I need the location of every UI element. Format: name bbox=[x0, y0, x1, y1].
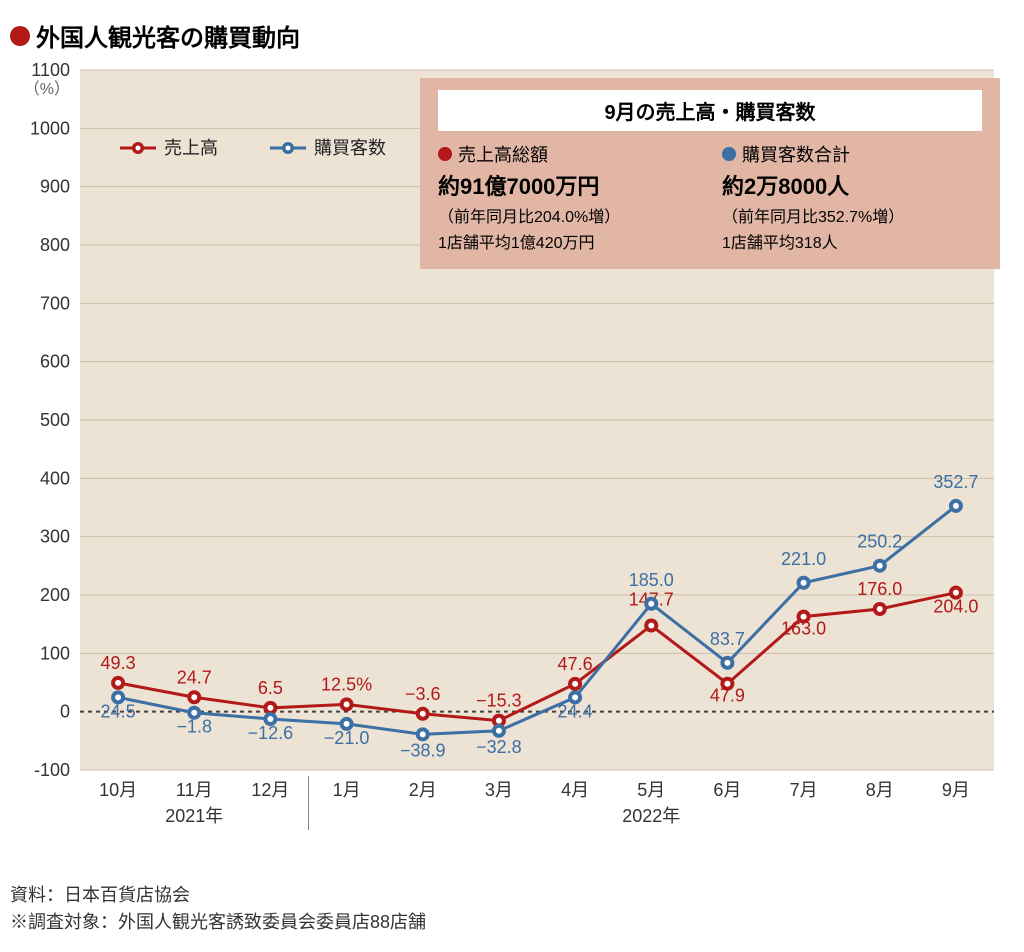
svg-text:24.4: 24.4 bbox=[558, 701, 593, 721]
callout-title: 9月の売上高・購買客数 bbox=[438, 90, 982, 131]
callout-big-sales: 約91億7000万円 bbox=[438, 169, 698, 201]
svg-text:47.9: 47.9 bbox=[710, 686, 745, 706]
callout-big-customers: 約2万8000人 bbox=[722, 169, 982, 201]
callout-sub2-sales: 1店舗平均1億420万円 bbox=[438, 229, 698, 253]
svg-text:24.7: 24.7 bbox=[177, 667, 212, 687]
svg-text:11月: 11月 bbox=[176, 780, 213, 800]
svg-text:800: 800 bbox=[40, 235, 70, 255]
svg-text:47.6: 47.6 bbox=[558, 654, 593, 674]
callout-head-customers: 購買客数合計 bbox=[722, 141, 982, 167]
svg-text:400: 400 bbox=[40, 468, 70, 488]
callout-col-sales: 売上高総額 約91億7000万円 （前年同月比204.0%増） 1店舗平均1億4… bbox=[438, 141, 698, 253]
svg-text:1000: 1000 bbox=[30, 118, 70, 138]
svg-text:9月: 9月 bbox=[942, 780, 970, 800]
callout-sub2-customers: 1店舗平均318人 bbox=[722, 229, 982, 253]
svg-text:6.5: 6.5 bbox=[258, 678, 283, 698]
title-bullet-icon bbox=[10, 26, 30, 46]
svg-text:0: 0 bbox=[60, 702, 70, 722]
footer-note: ※調査対象：外国人観光客誘致委員会委員店88店舗 bbox=[10, 909, 426, 936]
svg-text:−21.0: −21.0 bbox=[324, 728, 370, 748]
svg-text:−15.3: −15.3 bbox=[476, 691, 522, 711]
svg-text:900: 900 bbox=[40, 177, 70, 197]
svg-text:5月: 5月 bbox=[637, 780, 665, 800]
callout-col-customers: 購買客数合計 約2万8000人 （前年同月比352.7%増） 1店舗平均318人 bbox=[722, 141, 982, 253]
svg-text:185.0: 185.0 bbox=[629, 570, 674, 590]
callout-columns: 売上高総額 約91億7000万円 （前年同月比204.0%増） 1店舗平均1億4… bbox=[438, 141, 982, 253]
svg-text:購買客数: 購買客数 bbox=[314, 138, 386, 158]
svg-text:100: 100 bbox=[40, 643, 70, 663]
svg-text:3月: 3月 bbox=[485, 780, 513, 800]
svg-text:700: 700 bbox=[40, 293, 70, 313]
svg-text:250.2: 250.2 bbox=[857, 532, 902, 552]
callout-head-customers-label: 購買客数合計 bbox=[742, 141, 850, 167]
svg-text:300: 300 bbox=[40, 527, 70, 547]
svg-text:2月: 2月 bbox=[409, 780, 437, 800]
svg-text:1100: 1100 bbox=[31, 60, 70, 80]
callout-sub1-customers: （前年同月比352.7%増） bbox=[722, 203, 982, 227]
source-footer: 資料：日本百貨店協会 ※調査対象：外国人観光客誘致委員会委員店88店舗 bbox=[10, 882, 426, 936]
svg-text:204.0: 204.0 bbox=[933, 597, 978, 617]
dot-icon-customers bbox=[722, 147, 736, 161]
svg-text:352.7: 352.7 bbox=[933, 472, 978, 492]
svg-text:8月: 8月 bbox=[866, 780, 894, 800]
chart-title: 外国人観光客の購買動向 bbox=[36, 18, 300, 53]
svg-text:2022年: 2022年 bbox=[622, 806, 680, 826]
svg-text:4月: 4月 bbox=[561, 780, 589, 800]
svg-text:（%）: （%） bbox=[24, 80, 70, 98]
svg-text:−32.8: −32.8 bbox=[476, 737, 522, 757]
svg-text:−1.8: −1.8 bbox=[176, 717, 212, 737]
svg-text:−12.6: −12.6 bbox=[248, 723, 294, 743]
summary-callout: 9月の売上高・購買客数 売上高総額 約91億7000万円 （前年同月比204.0… bbox=[420, 78, 1000, 269]
svg-text:221.0: 221.0 bbox=[781, 549, 826, 569]
svg-text:−38.9: −38.9 bbox=[400, 740, 446, 760]
callout-sub1-sales: （前年同月比204.0%増） bbox=[438, 203, 698, 227]
svg-text:176.0: 176.0 bbox=[857, 579, 902, 599]
svg-text:500: 500 bbox=[40, 410, 70, 430]
svg-text:10月: 10月 bbox=[99, 780, 137, 800]
svg-text:12月: 12月 bbox=[251, 780, 289, 800]
svg-text:7月: 7月 bbox=[790, 780, 818, 800]
footer-source: 資料：日本百貨店協会 bbox=[10, 882, 426, 909]
svg-text:12.5%: 12.5% bbox=[321, 674, 372, 694]
svg-text:1月: 1月 bbox=[333, 780, 361, 800]
svg-text:−3.6: −3.6 bbox=[405, 684, 441, 704]
chart-container: 外国人観光客の購買動向 -100 0 100 200 300 400 500 600 700 80… bbox=[0, 0, 1024, 952]
svg-text:-100: -100 bbox=[34, 760, 70, 780]
dot-icon-sales bbox=[438, 147, 452, 161]
title-row: 外国人観光客の購買動向 bbox=[0, 0, 1024, 61]
svg-text:200: 200 bbox=[40, 585, 70, 605]
svg-text:24.5: 24.5 bbox=[101, 701, 136, 721]
svg-text:83.7: 83.7 bbox=[710, 629, 745, 649]
callout-head-sales: 売上高総額 bbox=[438, 141, 698, 167]
svg-text:売上高: 売上高 bbox=[164, 138, 218, 158]
callout-head-sales-label: 売上高総額 bbox=[458, 141, 548, 167]
svg-text:163.0: 163.0 bbox=[781, 619, 826, 639]
svg-text:600: 600 bbox=[40, 352, 70, 372]
svg-text:6月: 6月 bbox=[713, 780, 741, 800]
svg-text:2021年: 2021年 bbox=[165, 806, 223, 826]
svg-text:49.3: 49.3 bbox=[101, 653, 136, 673]
